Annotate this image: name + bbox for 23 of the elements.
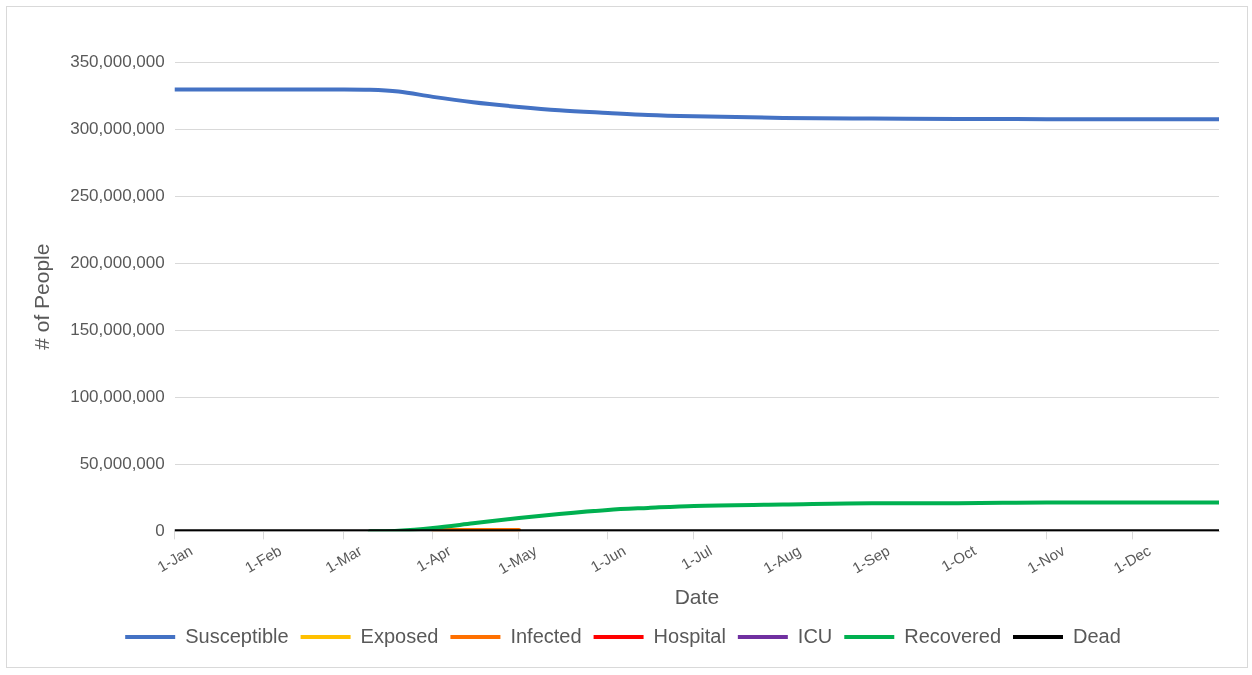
y-tick-label: 150,000,000 bbox=[70, 319, 165, 339]
x-tick-label: 1-Dec bbox=[1110, 541, 1154, 577]
x-tick-label: 1-Jul bbox=[677, 541, 715, 573]
legend-label: Infected bbox=[510, 624, 582, 647]
y-tick-label: 50,000,000 bbox=[79, 454, 165, 474]
legend-label: Exposed bbox=[360, 624, 439, 647]
legend-label: Susceptible bbox=[185, 624, 289, 647]
legend-label: Dead bbox=[1073, 624, 1121, 647]
y-tick-label: 200,000,000 bbox=[70, 252, 165, 272]
y-axis-title: # of People bbox=[30, 243, 54, 350]
x-axis-title: Date bbox=[674, 585, 720, 609]
x-tick-label: 1-Sep bbox=[849, 541, 893, 577]
legend-label: ICU bbox=[797, 624, 833, 647]
legend-label: Recovered bbox=[904, 624, 1001, 647]
y-tick-label: 350,000,000 bbox=[70, 51, 165, 71]
legend-label: Hospital bbox=[653, 624, 726, 647]
y-tick-label: 250,000,000 bbox=[70, 185, 165, 205]
x-tick-label: 1-Apr bbox=[413, 541, 454, 575]
y-tick-label: 100,000,000 bbox=[70, 386, 165, 406]
x-tick-label: 1-Jan bbox=[154, 541, 196, 576]
x-tick-label: 1-Jun bbox=[587, 541, 629, 576]
y-tick-label: 300,000,000 bbox=[70, 118, 165, 138]
y-tick-label: 0 bbox=[155, 521, 165, 541]
